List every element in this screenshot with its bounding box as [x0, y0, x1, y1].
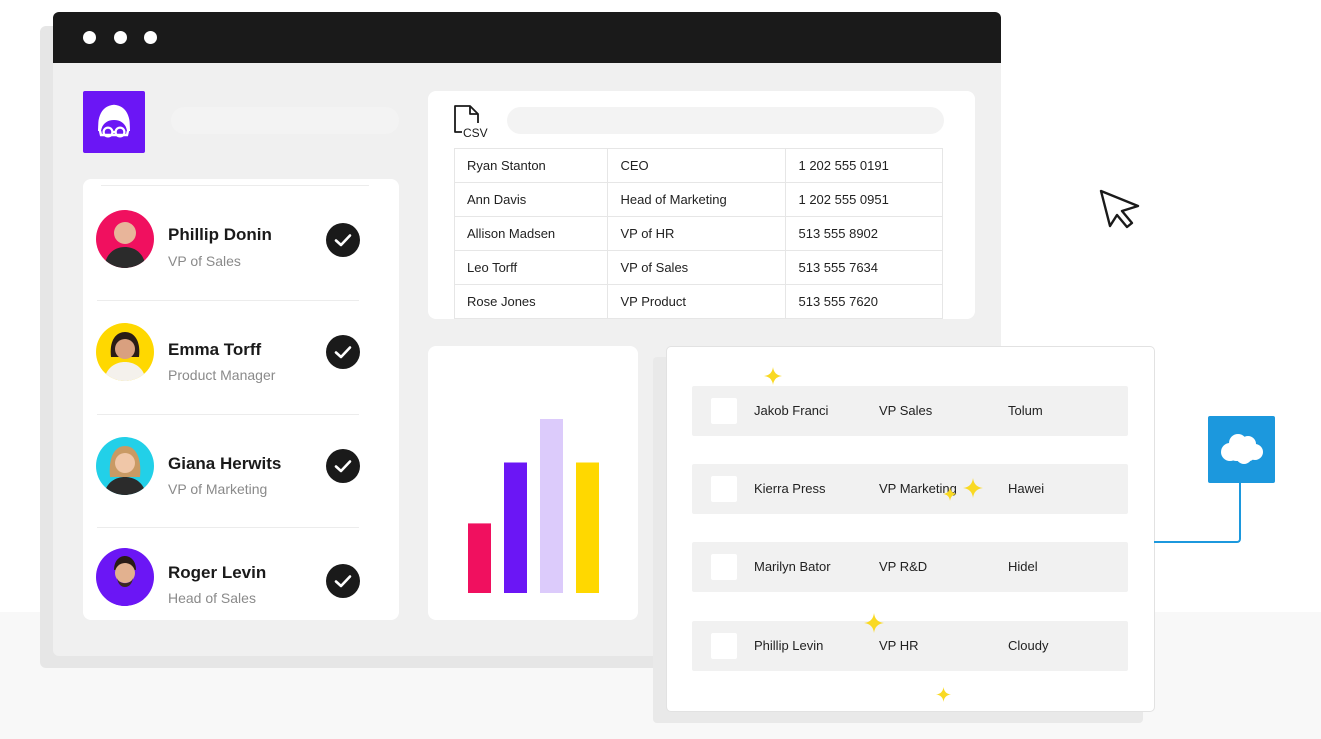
table-cell: 1 202 555 0191: [785, 148, 943, 183]
chart-bar: [504, 462, 527, 593]
crm-company: Hidel: [1008, 559, 1038, 574]
list-divider: [97, 414, 359, 415]
contact-name: Roger Levin: [168, 563, 267, 582]
row-checkbox[interactable]: [711, 476, 737, 502]
sparkle-icon: [936, 687, 951, 702]
app-logo[interactable]: [83, 91, 145, 153]
crm-role: VP Marketing: [879, 481, 957, 496]
crm-role: VP R&D: [879, 559, 928, 574]
table-cell: Ryan Stanton: [453, 148, 609, 183]
table-row[interactable]: Ann Davis Head of Marketing 1 202 555 09…: [453, 182, 943, 217]
mouse-cursor-icon: [1099, 189, 1140, 229]
contact-list: Phillip Donin VP of Sales Emma Torff Pro…: [83, 179, 399, 620]
crm-company: Tolum: [1008, 403, 1043, 418]
row-checkbox[interactable]: [711, 398, 737, 424]
sparkle-icon: [943, 487, 957, 501]
window-close-dot[interactable]: [83, 31, 96, 44]
table-row[interactable]: Leo Torff VP of Sales 513 555 7634: [453, 250, 943, 285]
table-cell: 513 555 7620: [785, 284, 943, 319]
list-divider: [97, 527, 359, 528]
crm-company: Hawei: [1008, 481, 1045, 496]
check-icon: [326, 223, 360, 257]
table-cell: Head of Marketing: [607, 182, 787, 217]
table-cell: Rose Jones: [453, 284, 609, 319]
contact-card[interactable]: Roger Levin Head of Sales: [83, 528, 399, 620]
contact-card[interactable]: Giana Herwits VP of Marketing: [83, 415, 399, 528]
contact-card[interactable]: Phillip Donin VP of Sales: [83, 187, 399, 300]
csv-icon-label: CSV: [463, 126, 488, 140]
contact-name: Giana Herwits: [168, 454, 282, 473]
chart-panel: [428, 346, 638, 620]
csv-table: Ryan Stanton CEO 1 202 555 0191 Ann Davi…: [453, 148, 943, 319]
table-cell: VP of HR: [607, 216, 787, 251]
check-icon: [326, 564, 360, 598]
salesforce-cloud-icon: [1221, 434, 1263, 464]
bar-chart: [468, 419, 599, 593]
csv-panel-cutoff: [428, 319, 975, 327]
crm-name: Kierra Press: [754, 481, 826, 496]
table-cell: 513 555 7634: [785, 250, 943, 285]
list-divider: [97, 300, 359, 301]
table-cell: VP Product: [607, 284, 787, 319]
table-row[interactable]: Allison Madsen VP of HR 513 555 8902: [453, 216, 943, 251]
contact-role: VP of Sales: [168, 253, 241, 269]
contact-name: Phillip Donin: [168, 225, 272, 244]
row-checkbox[interactable]: [711, 554, 737, 580]
check-icon: [326, 335, 360, 369]
sparkle-icon: [963, 478, 983, 498]
table-cell: Allison Madsen: [453, 216, 609, 251]
contact-name: Emma Torff: [168, 340, 262, 359]
crm-name: Phillip Levin: [754, 638, 824, 653]
file-name-bar-placeholder: [507, 107, 944, 134]
crm-row[interactable]: Jakob Franci VP Sales Tolum: [692, 386, 1128, 436]
avatar: [96, 437, 154, 495]
avatar: [96, 210, 154, 268]
csv-file-icon: CSV: [454, 105, 490, 140]
contact-role: VP of Marketing: [168, 481, 268, 497]
crm-name: Jakob Franci: [754, 403, 829, 418]
avatar: [96, 323, 154, 381]
sparkle-icon: [864, 613, 884, 633]
row-checkbox[interactable]: [711, 633, 737, 659]
integration-connector-line: [1154, 483, 1241, 543]
table-cell: VP of Sales: [607, 250, 787, 285]
crm-row[interactable]: Kierra Press VP Marketing Hawei: [692, 464, 1128, 514]
table-cell: Leo Torff: [453, 250, 609, 285]
avatar: [96, 548, 154, 606]
window-titlebar: [53, 12, 1001, 63]
table-row[interactable]: Ryan Stanton CEO 1 202 555 0191: [453, 148, 943, 183]
chart-bar: [468, 523, 491, 593]
table-row[interactable]: Rose Jones VP Product 513 555 7620: [453, 284, 943, 319]
contact-role: Product Manager: [168, 367, 276, 383]
check-icon: [326, 449, 360, 483]
contact-card[interactable]: Emma Torff Product Manager: [83, 301, 399, 414]
crm-row[interactable]: Marilyn Bator VP R&D Hidel: [692, 542, 1128, 592]
table-cell: 513 555 8902: [785, 216, 943, 251]
search-bar-placeholder[interactable]: [171, 107, 399, 134]
crm-row[interactable]: Phillip Levin VP HR Cloudy: [692, 621, 1128, 671]
table-cell: 1 202 555 0951: [785, 182, 943, 217]
list-divider: [101, 185, 369, 186]
crm-name: Marilyn Bator: [754, 559, 831, 574]
contact-role: Head of Sales: [168, 590, 256, 606]
window-minimize-dot[interactable]: [114, 31, 127, 44]
window-maximize-dot[interactable]: [144, 31, 157, 44]
nerd-face-logo-icon: [98, 104, 130, 138]
sparkle-icon: [764, 367, 782, 385]
table-cell: CEO: [607, 148, 787, 183]
crm-role: VP HR: [879, 638, 919, 653]
chart-bar: [576, 462, 599, 593]
crm-company: Cloudy: [1008, 638, 1049, 653]
table-cell: Ann Davis: [453, 182, 609, 217]
salesforce-integration-tile[interactable]: [1208, 416, 1275, 483]
chart-bar: [540, 419, 563, 593]
crm-role: VP Sales: [879, 403, 933, 418]
